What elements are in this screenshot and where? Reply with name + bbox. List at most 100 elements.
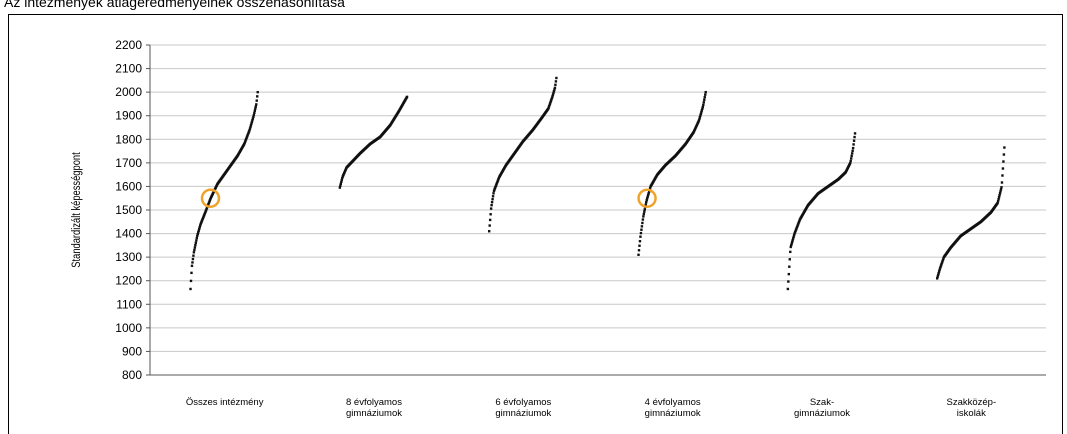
data-point [553,88,556,91]
data-point [254,105,257,108]
data-point [700,110,703,114]
data-point [199,222,202,226]
data-point [999,190,1002,193]
data-point [796,224,799,228]
data-point [639,235,642,238]
y-tick-label: 900 [122,344,142,358]
data-point [198,227,201,231]
data-point [550,98,553,101]
data-point [248,129,251,132]
x-category-label: Szak- [810,397,834,408]
data-point [789,245,792,249]
data-point [548,102,552,105]
data-point [552,91,555,95]
data-point [646,193,650,197]
data-point [638,240,642,243]
y-tick-label: 1800 [115,132,142,146]
y-tick-label: 1200 [115,274,142,288]
data-point [203,211,207,215]
data-point [647,192,650,195]
data-point [251,117,255,120]
data-point [208,200,211,203]
data-point [1000,186,1003,189]
data-point [255,103,258,106]
data-point [245,136,248,140]
data-point [1001,167,1005,170]
data-point [490,201,494,204]
data-point [208,199,212,202]
data-point [495,183,498,186]
y-tick-label: 1400 [115,227,142,241]
data-point [998,194,1001,197]
data-point [939,265,942,269]
data-point [194,243,197,247]
data-point [496,180,499,184]
data-point [191,261,194,264]
data-point [791,240,794,244]
data-point [405,95,409,99]
data-point [638,244,641,247]
data-point [246,132,250,136]
data-point [489,213,492,216]
data-point [491,195,495,198]
data-point [494,184,498,187]
data-point [853,132,857,135]
data-point [247,130,251,133]
data-point [200,220,203,223]
data-point [699,112,703,116]
data-point [1000,181,1004,184]
x-category-label: 4 évfolyamos [645,397,701,408]
data-point [492,189,496,192]
data-point [941,258,945,262]
data-point [256,95,259,98]
data-point [1002,153,1006,156]
data-point [702,101,705,104]
x-category-label: 6 évfolyamos [495,397,551,408]
data-point [196,232,199,236]
data-points [189,76,1006,291]
chart-frame [8,14,1063,434]
data-point [492,192,495,195]
data-point [700,109,704,112]
data-point [250,120,254,124]
page-title: Az intézmények átlageredményeinek összeh… [4,0,345,10]
data-point [850,152,854,155]
data-point [996,201,999,205]
data-point [552,89,556,93]
data-point [493,188,496,191]
data-point [254,107,257,110]
data-point [207,201,211,205]
data-point [647,190,651,193]
data-point [642,215,645,218]
data-point [704,93,707,96]
data-point [938,267,942,270]
data-point [244,139,247,142]
data-point [641,218,645,221]
data-point [937,272,940,275]
data-point [698,117,701,121]
data-point [243,140,247,143]
data-point [795,227,798,230]
data-point [704,90,707,94]
data-point [198,226,201,229]
data-point [551,93,555,96]
data-point [798,219,801,222]
data-point [251,119,254,122]
y-tick-label: 2000 [115,85,142,99]
y-tick-label: 2200 [115,38,142,52]
data-point [338,186,342,189]
data-point [648,186,652,190]
data-point [699,114,702,117]
y-tick-label: 1100 [116,297,142,311]
y-tick-label: 1600 [115,179,142,193]
y-tick-label: 800 [122,368,142,382]
data-point [198,224,202,227]
data-point [644,203,647,206]
data-point [489,207,493,210]
data-point [642,212,646,216]
data-point [697,119,701,122]
data-point [942,257,945,260]
data-point [643,210,646,213]
x-category-label: gimnáziumok [495,408,551,419]
